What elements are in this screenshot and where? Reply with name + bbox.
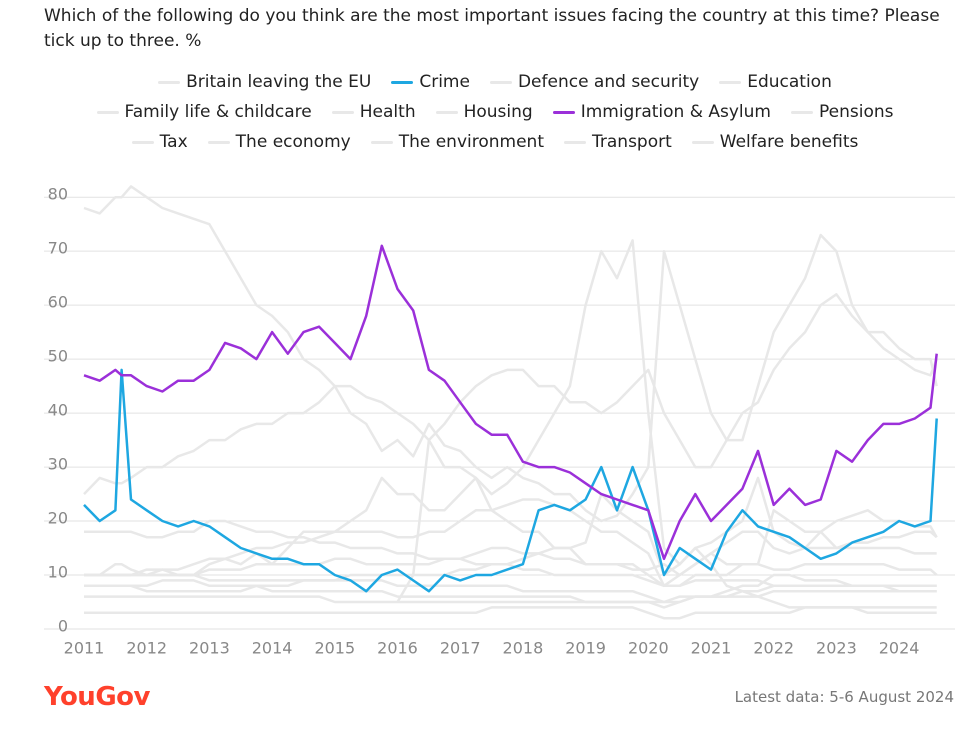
series-line bbox=[84, 546, 938, 577]
x-tick-label: 2020 bbox=[628, 639, 669, 658]
y-tick-label: 60 bbox=[48, 293, 68, 312]
logo: YouGov bbox=[44, 682, 150, 712]
legend-swatch bbox=[691, 140, 714, 144]
legend-swatch bbox=[791, 110, 813, 114]
legend: Britain leaving the EU Crime Defence and s… bbox=[70, 70, 920, 154]
legend-swatch bbox=[370, 140, 393, 144]
legend-item: The economy bbox=[207, 130, 351, 154]
series-line bbox=[84, 498, 938, 588]
legend-swatch bbox=[158, 80, 181, 84]
legend-item: Health bbox=[331, 100, 416, 124]
legend-label: Britain leaving the EU bbox=[186, 72, 372, 92]
y-tick-label: 50 bbox=[48, 347, 68, 366]
legend-swatch bbox=[207, 140, 230, 144]
y-tick-label: 30 bbox=[48, 455, 68, 474]
y-tick-label: 80 bbox=[48, 185, 68, 204]
x-tick-label: 2014 bbox=[252, 639, 293, 658]
legend-item: Family life & childcare bbox=[96, 100, 312, 124]
legend-swatch bbox=[131, 140, 154, 144]
series-line bbox=[84, 573, 937, 604]
series-line bbox=[84, 606, 937, 620]
x-tick-label: 2019 bbox=[565, 639, 606, 658]
x-tick-label: 2018 bbox=[503, 639, 544, 658]
series-line bbox=[84, 573, 937, 609]
legend-item: Crime bbox=[391, 70, 470, 94]
legend-swatch bbox=[331, 110, 354, 114]
x-tick-label: 2011 bbox=[64, 639, 105, 658]
legend-label: Defence and security bbox=[517, 72, 700, 92]
legend-label: The economy bbox=[235, 132, 351, 152]
legend-item: Defence and security bbox=[489, 70, 700, 94]
legend-label: Transport bbox=[592, 132, 672, 152]
x-tick-label: 2016 bbox=[377, 639, 418, 658]
y-tick-label: 0 bbox=[58, 617, 68, 636]
source-note: Latest data: 5-6 August 2024 bbox=[734, 688, 954, 706]
legend-label: Housing bbox=[463, 102, 533, 122]
x-tick-label: 2023 bbox=[816, 639, 857, 658]
series-line bbox=[83, 244, 938, 561]
legend-swatch bbox=[391, 80, 414, 84]
y-tick-label: 70 bbox=[48, 239, 68, 258]
legend-swatch bbox=[96, 110, 119, 114]
series-line bbox=[84, 589, 937, 604]
legend-label: Education bbox=[747, 72, 832, 92]
legend-label: Pensions bbox=[819, 102, 894, 122]
series-line bbox=[83, 368, 938, 593]
legend-swatch bbox=[719, 80, 742, 84]
legend-item: Education bbox=[719, 70, 832, 94]
series-line bbox=[84, 519, 937, 588]
legend-item: Housing bbox=[435, 100, 533, 124]
legend-item: Immigration & Asylum bbox=[552, 100, 771, 124]
legend-label: Family life & childcare bbox=[124, 102, 312, 122]
series-line bbox=[84, 476, 937, 588]
x-tick-label: 2013 bbox=[189, 639, 230, 658]
y-tick-label: 10 bbox=[48, 563, 68, 582]
legend-swatch bbox=[552, 110, 575, 114]
legend-swatch bbox=[435, 110, 458, 114]
y-tick-label: 20 bbox=[48, 509, 68, 528]
x-tick-label: 2024 bbox=[879, 639, 920, 658]
legend-label: Health bbox=[359, 102, 416, 122]
x-tick-label: 2012 bbox=[126, 639, 167, 658]
chart-title: Which of the following do you think are … bbox=[44, 6, 940, 51]
series-line bbox=[84, 476, 938, 593]
x-tick-label: 2017 bbox=[440, 639, 481, 658]
x-tick-label: 2015 bbox=[314, 639, 355, 658]
legend-item: The environment bbox=[370, 130, 544, 154]
legend-label: Welfare benefits bbox=[719, 132, 859, 152]
legend-item: Transport bbox=[564, 130, 672, 154]
legend-swatch bbox=[489, 80, 512, 84]
x-tick-label: 2021 bbox=[691, 639, 732, 658]
legend-label: Tax bbox=[159, 132, 188, 152]
legend-item: Tax bbox=[131, 130, 188, 154]
legend-label: Crime bbox=[419, 72, 470, 92]
legend-item: Britain leaving the EU bbox=[158, 70, 371, 94]
x-tick-label: 2022 bbox=[753, 639, 794, 658]
series-line bbox=[83, 293, 938, 495]
y-tick-label: 40 bbox=[48, 401, 68, 420]
legend-label: Immigration & Asylum bbox=[580, 102, 771, 122]
legend-label: The environment bbox=[398, 132, 544, 152]
legend-swatch bbox=[564, 140, 586, 144]
series-line bbox=[83, 185, 938, 523]
legend-item: Welfare benefits bbox=[691, 130, 859, 154]
legend-item: Pensions bbox=[791, 100, 894, 124]
